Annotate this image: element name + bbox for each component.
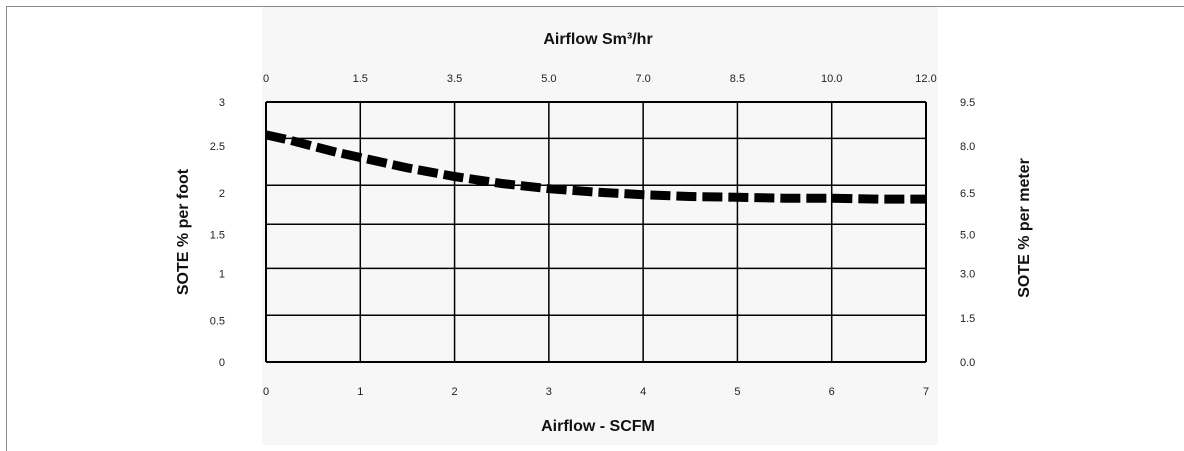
y-tick-label-left: 2.5 (210, 141, 225, 153)
x-tick-label: 1 (357, 386, 363, 398)
y-axis-title-right: SOTE % per meter (1016, 158, 1033, 298)
x-tick-label: 7 (923, 386, 929, 398)
x-tick-label: 3 (546, 386, 552, 398)
x-tick-label: 5 (734, 386, 740, 398)
top-tick-label: 1.5 (353, 73, 368, 85)
y-tick-label-right: 6.5 (960, 188, 975, 200)
top-tick-label: 8.5 (730, 73, 745, 85)
y-tick-label-left: 1.5 (210, 230, 225, 242)
top-tick-label: 7.0 (635, 73, 650, 85)
series-layer (265, 130, 926, 204)
grid (265, 101, 927, 363)
top-tick-label: 10.0 (821, 73, 842, 85)
top-tick-label: 5.0 (541, 73, 556, 85)
x-tick-label: 6 (829, 386, 835, 398)
y-tick-label-left: 0.5 (210, 315, 225, 327)
x-axis-title: Airflow - SCFM (541, 418, 655, 435)
x-tick-label: 4 (640, 386, 646, 398)
y-axis-title-left: SOTE % per foot (175, 168, 192, 295)
y-tick-label-left: 3 (219, 97, 225, 109)
y-tick-label-right: 3.0 (960, 269, 975, 281)
top-tick-label: 0 (263, 73, 269, 85)
y-tick-label-right: 8.0 (960, 141, 975, 153)
figure-frame (6, 6, 1184, 451)
y-tick-label-left: 1 (219, 269, 225, 281)
y-tick-label-right: 5.0 (960, 230, 975, 242)
y-tick-label-left: 2 (219, 188, 225, 200)
top-axis-title: Airflow Sm³/hr (543, 31, 652, 48)
y-tick-label-right: 9.5 (960, 97, 975, 109)
top-tick-label: 12.0 (915, 73, 936, 85)
top-tick-label: 3.5 (447, 73, 462, 85)
tick-labels: 0 1 2 3 4 5 6 7 0 1.5 3.5 5.0 7.0 8.5 10.0 12.0 0 0.5 1 1.5… (210, 73, 976, 398)
y-tick-label-right: 0.0 (960, 357, 975, 369)
y-tick-label-left: 0 (219, 357, 225, 369)
plot-background (262, 7, 938, 445)
y-tick-label-right: 1.5 (960, 313, 975, 325)
x-tick-label: 2 (452, 386, 458, 398)
series-line (265, 130, 926, 204)
x-tick-label: 0 (263, 386, 269, 398)
